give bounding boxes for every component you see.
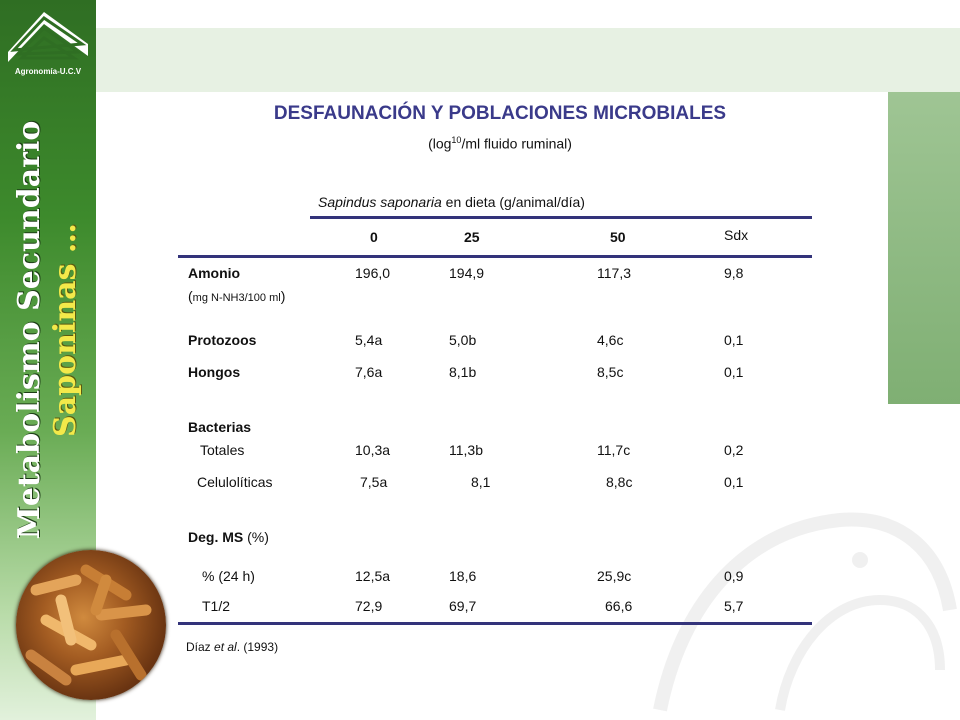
row-label: Amonio bbox=[188, 265, 241, 281]
table-cell: 9,8 bbox=[724, 265, 744, 281]
table-cell: 11,3b bbox=[449, 442, 483, 458]
table-rule-header bbox=[178, 255, 812, 258]
row-label: % (24 h) bbox=[202, 568, 255, 584]
table-cell: 25,9c bbox=[597, 568, 632, 584]
vertical-title-line1: Metabolismo Secundario bbox=[12, 120, 47, 540]
table-cell: 0,1 bbox=[724, 364, 744, 380]
table-cell: 0,9 bbox=[724, 568, 744, 584]
table-cell: 8,1b bbox=[449, 364, 477, 380]
slide-subtitle: (log10/ml fluido ruminal) bbox=[428, 135, 572, 152]
right-band bbox=[888, 92, 960, 404]
watermark-logo-icon bbox=[653, 512, 957, 712]
table-cell: 8,5c bbox=[597, 364, 624, 380]
table-rule-bottom bbox=[178, 622, 812, 625]
table-cell: 0,1 bbox=[724, 332, 744, 348]
table-cell: 8,1 bbox=[471, 474, 491, 490]
table-cell: 5,4a bbox=[355, 332, 383, 348]
bacteria-rods-icon bbox=[25, 564, 152, 686]
table-caption: Sapindus saponaria en dieta (g/animal/dí… bbox=[318, 194, 585, 210]
row-label: Totales bbox=[200, 442, 245, 458]
column-header: 25 bbox=[464, 229, 480, 245]
slide-title: DESFAUNACIÓN Y POBLACIONES MICROBIALES bbox=[273, 103, 727, 124]
column-header: 50 bbox=[610, 229, 626, 245]
table-cell: 0,2 bbox=[724, 442, 744, 458]
logo-text: Agronomía-U.C.V bbox=[14, 67, 82, 76]
table-cell: 69,7 bbox=[449, 598, 477, 614]
table-cell: 18,6 bbox=[449, 568, 477, 584]
row-label: Bacterias bbox=[188, 419, 252, 435]
row-unit: (mg N-NH3/100 ml) bbox=[188, 288, 286, 304]
table-cell: 194,9 bbox=[449, 265, 485, 281]
table-cell: 7,6a bbox=[355, 364, 383, 380]
row-label: Deg. MS (%) bbox=[188, 529, 269, 545]
table-cell: 11,7c bbox=[597, 442, 631, 458]
table-cell: 72,9 bbox=[355, 598, 383, 614]
species-name: Sapindus saponaria bbox=[318, 194, 442, 210]
vertical-title-line2: Saponinas … bbox=[48, 223, 83, 437]
top-band bbox=[96, 28, 960, 92]
table-rule-top bbox=[310, 216, 812, 219]
row-label: Hongos bbox=[188, 364, 241, 380]
row-label: T1/2 bbox=[202, 598, 231, 614]
agronomia-logo-icon bbox=[8, 12, 88, 62]
bacteria-image bbox=[16, 550, 166, 700]
table-cell: 10,3a bbox=[355, 442, 391, 458]
table-cell: 196,0 bbox=[355, 265, 391, 281]
citation: Díaz et al. (1993) bbox=[186, 640, 279, 654]
table-cell: 66,6 bbox=[605, 598, 633, 614]
table-cell: 7,5a bbox=[360, 474, 388, 490]
vertical-title: Metabolismo Secundario Saponinas … bbox=[12, 121, 84, 540]
table-cell: 5,0b bbox=[449, 332, 477, 348]
row-label: Protozoos bbox=[188, 332, 257, 348]
table-cell: 4,6c bbox=[597, 332, 624, 348]
column-header: 0 bbox=[370, 229, 378, 245]
table-cell: 117,3 bbox=[597, 265, 631, 281]
row-label: Celulolíticas bbox=[197, 474, 273, 490]
table-cell: 0,1 bbox=[724, 474, 744, 490]
table-cell: 5,7 bbox=[724, 598, 744, 614]
table-cell: 12,5a bbox=[355, 568, 391, 584]
table-cell: 8,8c bbox=[606, 474, 633, 490]
column-header: Sdx bbox=[724, 227, 749, 243]
